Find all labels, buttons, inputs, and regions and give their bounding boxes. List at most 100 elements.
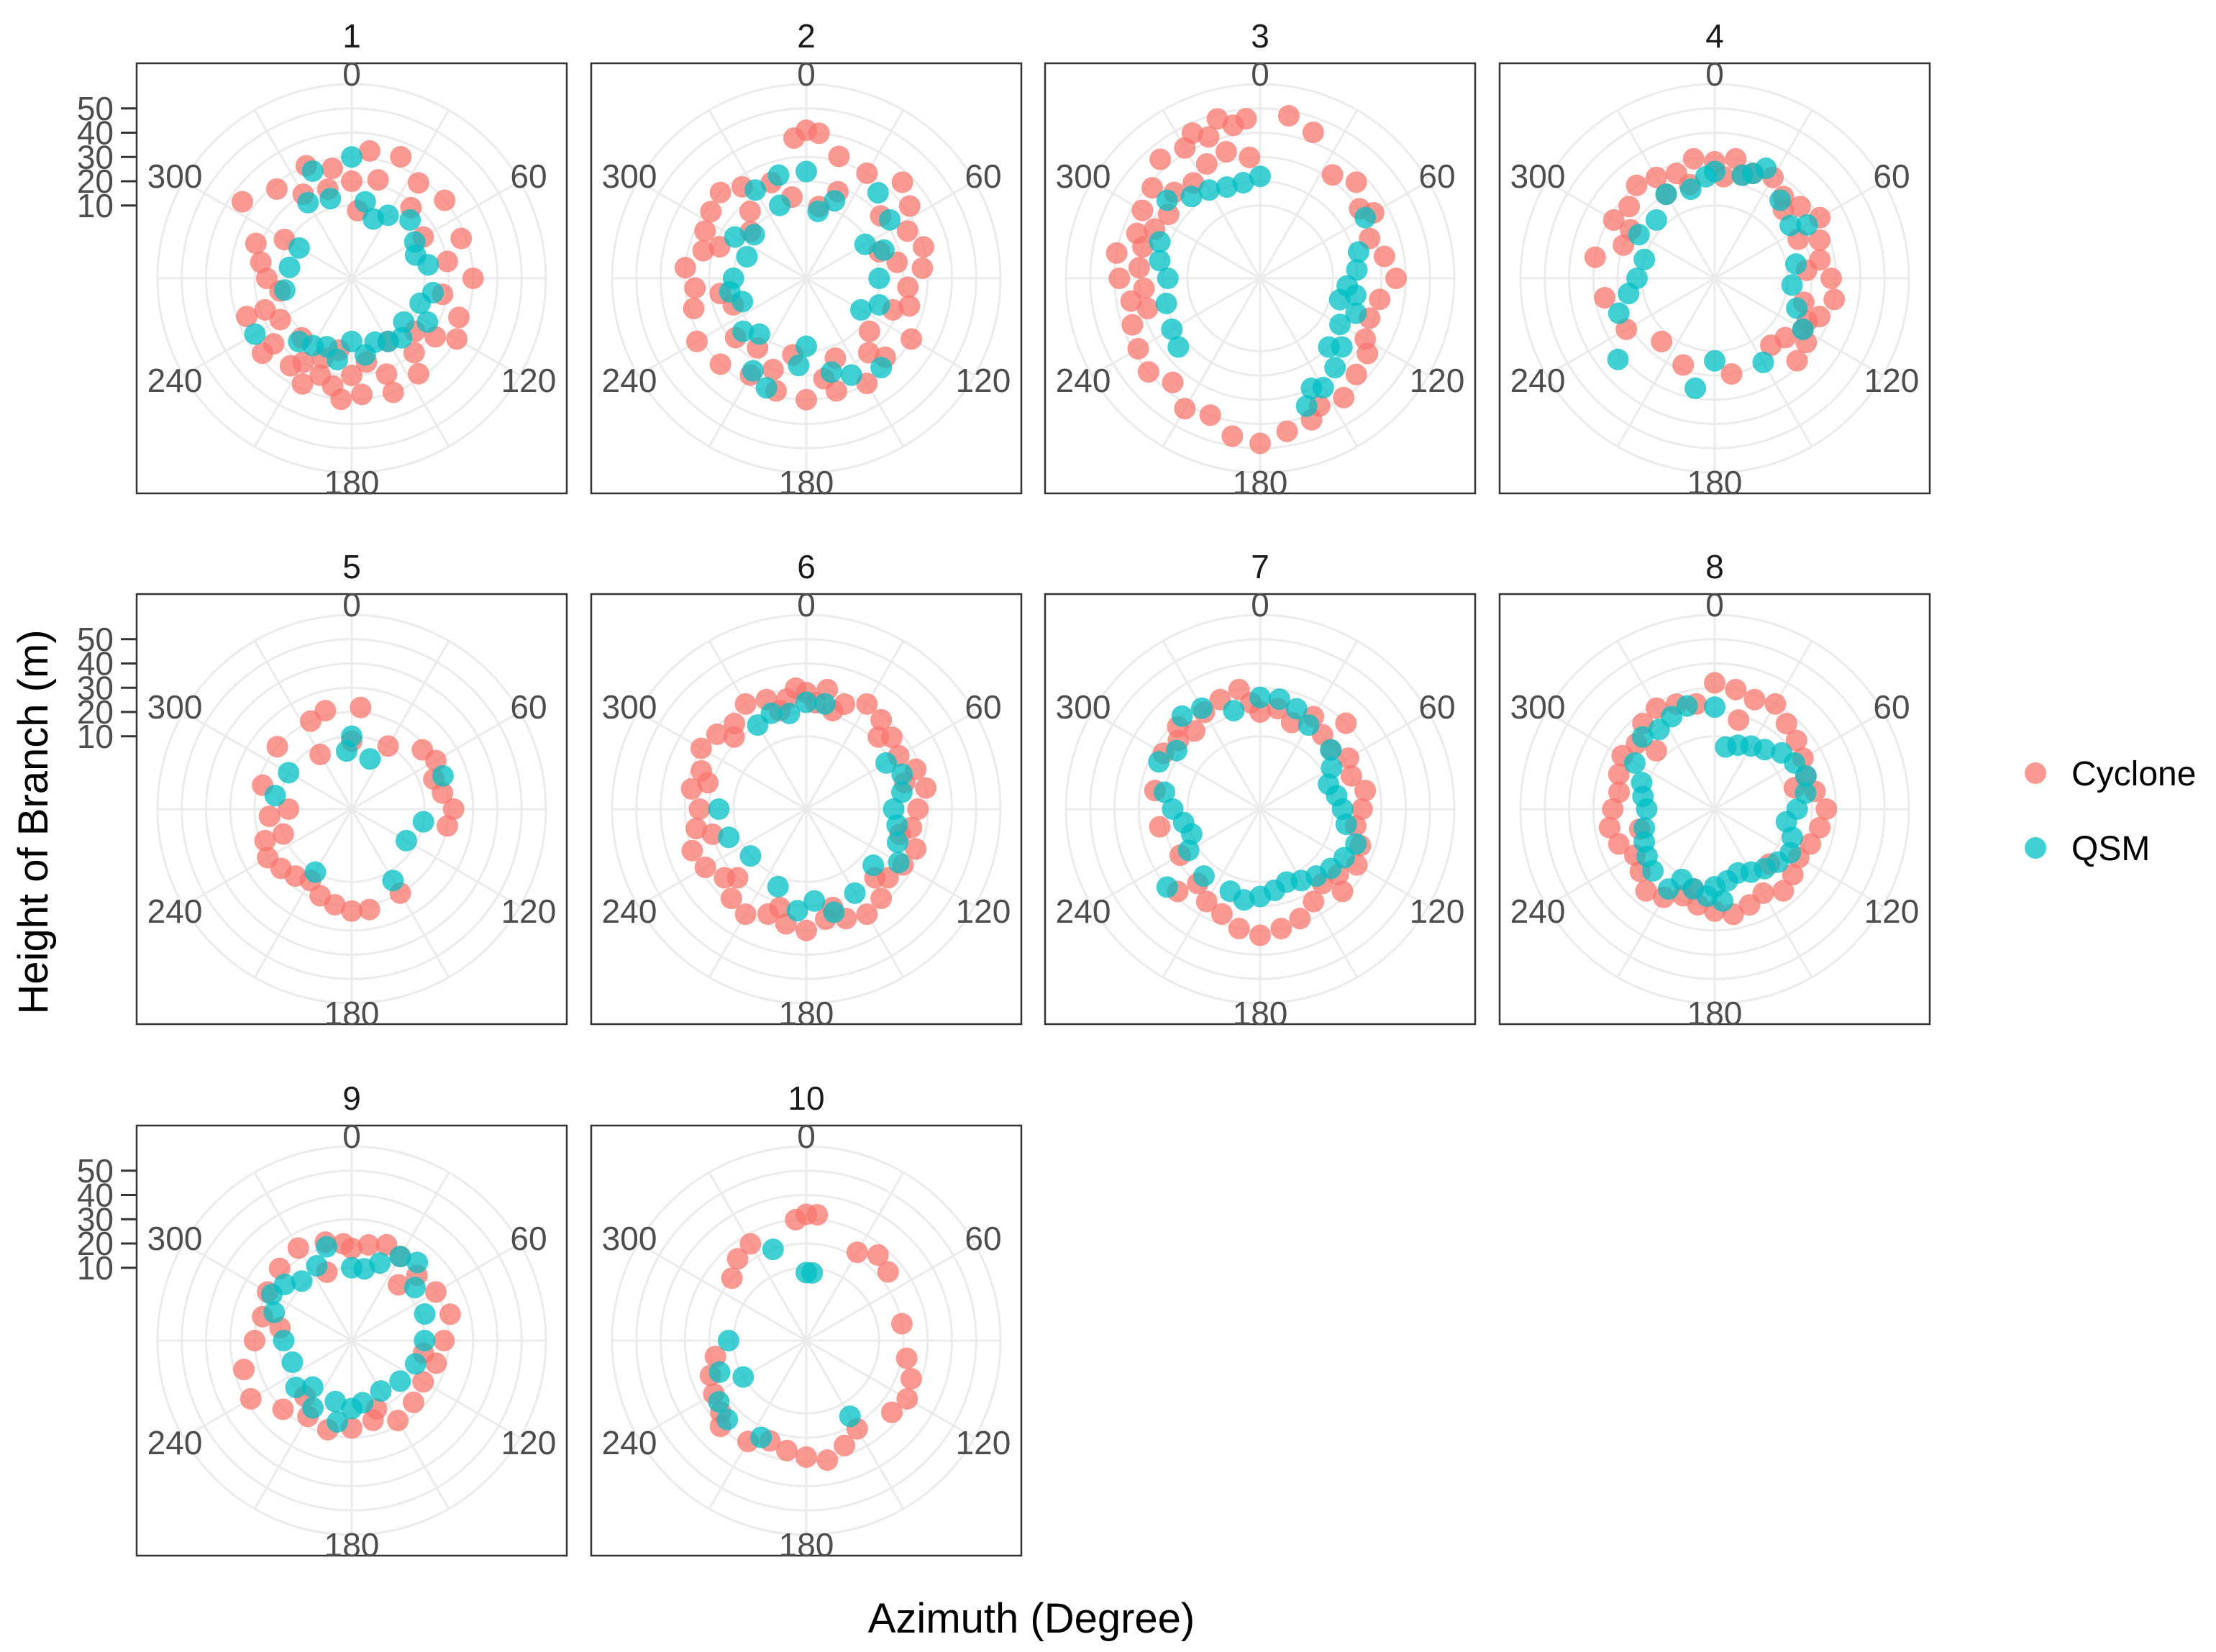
data-point [732,320,754,342]
data-point [358,898,380,921]
data-point [316,1236,338,1258]
data-point [341,365,363,386]
data-point [886,814,908,836]
data-point [1191,697,1213,719]
data-point [1782,864,1804,886]
data-point [1221,425,1244,447]
legend-label: Cyclone [2071,755,2196,793]
data-point [1298,714,1320,736]
data-point [1385,268,1407,289]
data-point [867,182,889,204]
facet-title: 1 [342,17,361,55]
angle-tick-label: 240 [1510,893,1566,930]
data-point [299,710,322,732]
facet-panel-7: 70 60 120 180 240 300 [1044,548,1477,1032]
data-point [446,328,468,350]
data-point [409,292,432,314]
data-point [1786,798,1808,820]
data-point [1324,357,1346,379]
data-point [1608,833,1630,855]
data-point [807,200,829,222]
angle-tick-label: 300 [1510,688,1566,726]
angle-tick-label: 60 [1873,688,1910,726]
data-point [886,831,908,854]
angle-tick-label: 180 [324,995,380,1032]
data-point [877,1261,899,1283]
angle-grid-spoke [1616,278,1716,447]
angle-grid-spoke [351,808,521,908]
data-point [856,903,878,926]
data-point [258,806,281,828]
facet-title: 6 [797,548,816,585]
data-point [1340,765,1362,787]
data-point [900,1368,922,1390]
data-point [404,244,427,266]
data-point [708,1361,731,1383]
data-point [681,839,703,862]
data-point [898,295,921,317]
data-point [363,208,385,230]
data-point [1180,823,1203,845]
angle-tick-label: 0 [1251,586,1269,624]
series-qsm [708,1238,861,1448]
data-point [1249,432,1271,455]
data-point [857,342,880,364]
data-point [1608,302,1630,324]
data-point [862,854,885,877]
data-point [1127,337,1149,360]
data-point [849,298,872,321]
data-point [1695,165,1717,188]
data-point [1742,163,1764,185]
data-point [432,765,454,787]
data-point [1132,236,1154,258]
data-point [1285,698,1308,720]
angle-grid-spoke [1162,640,1262,810]
angle-grid-spoke [253,808,353,978]
data-point [291,1270,313,1292]
angle-tick-label: 180 [324,464,380,501]
angle-tick-label: 240 [1056,362,1111,399]
data-point [723,726,745,748]
data-point [867,726,890,748]
data-point [264,785,286,807]
data-point [265,178,288,200]
data-point [359,748,381,770]
data-point [1626,268,1648,289]
angle-tick-label: 180 [324,1526,380,1564]
angle-grid-spoke [350,640,450,810]
data-point [1796,214,1818,236]
panels-layer: 1060120180240300102030405020601201802403… [77,17,1931,1564]
angle-tick-label: 240 [602,362,657,399]
data-point [382,381,404,403]
data-point [911,257,934,279]
data-point [890,781,913,803]
data-point [272,823,294,845]
angle-tick-label: 240 [1056,893,1111,930]
data-point [747,714,769,736]
angle-grid-spoke [1259,180,1429,280]
angle-grid-spoke [708,808,808,978]
data-point [1249,924,1271,946]
radial-tick-label: 20 [77,163,114,200]
data-point [406,1251,429,1274]
angle-tick-label: 300 [602,158,657,195]
data-point [335,740,357,762]
data-point [1165,739,1187,762]
data-point [370,1380,392,1402]
facet-title: 9 [342,1080,361,1117]
data-point [870,357,893,379]
data-point [1249,165,1271,188]
angle-tick-label: 300 [147,688,203,726]
data-point [1335,712,1357,734]
data-point [1771,741,1793,764]
data-point [1276,420,1298,442]
data-point [1148,751,1170,773]
data-point [718,1330,739,1351]
data-point [1615,318,1638,340]
data-point [868,268,890,289]
data-point [263,1301,286,1323]
data-point [1671,868,1693,890]
data-point [1607,348,1629,370]
radial-tick-label: 30 [77,1200,114,1238]
